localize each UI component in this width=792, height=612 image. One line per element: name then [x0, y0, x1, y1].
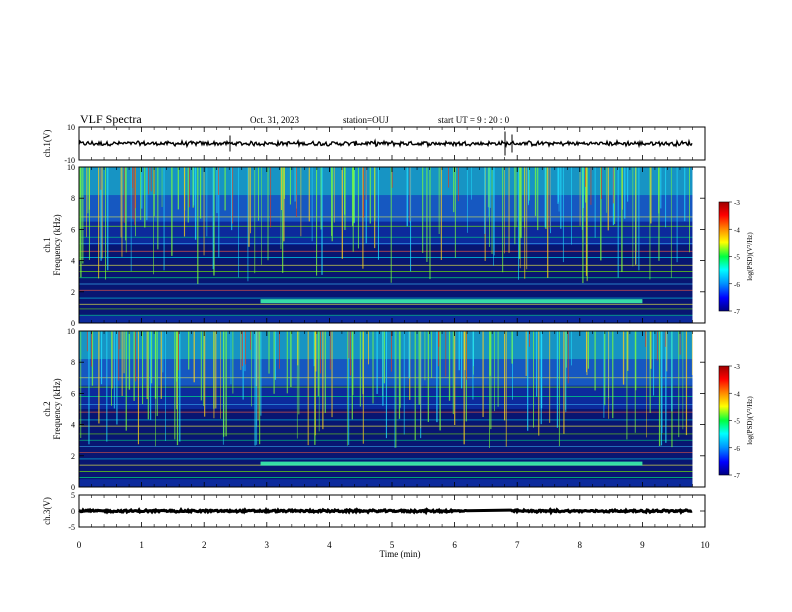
emission-band: [260, 299, 643, 304]
y-axis-label: ch.1(V): [42, 130, 52, 158]
y-tick-label: 6: [71, 389, 75, 398]
y-axis-label: ch.3(V): [42, 497, 52, 525]
x-tick-label: 4: [327, 540, 332, 550]
top-frequency-band: [79, 167, 693, 196]
x-axis-label: Time (min): [380, 549, 421, 559]
x-tick-label: 7: [515, 540, 520, 550]
ch1-spectrogram-panel: ch.1 Frequency (kHz) 0 2 4 6 8 10: [42, 163, 706, 328]
y-tick-label: 6: [71, 225, 75, 234]
colorbar-tick-label: -4: [734, 390, 740, 398]
x-tick-label: 9: [640, 540, 645, 550]
colorbar-tick-label: -7: [734, 472, 740, 480]
colorbar-tick-label: -3: [734, 363, 740, 371]
colorbar-tick-label: -3: [734, 199, 740, 207]
x-tick-label: 0: [77, 540, 82, 550]
colorbar-tick-label: -6: [734, 445, 740, 453]
low-frequency-band: [79, 245, 693, 316]
ch1-waveform-panel: ch.1(V) 10 -10: [42, 123, 706, 165]
chart-title: VLF Spectra: [80, 112, 142, 126]
y-axis-label: Frequency (kHz): [52, 378, 62, 439]
y-tick-label: -5: [68, 523, 75, 532]
x-tick-label: 1: [139, 540, 144, 550]
y-tick-label: 2: [71, 452, 75, 461]
colorbar-tick-label: -6: [734, 281, 740, 289]
date-label: Oct. 31, 2023: [250, 115, 299, 125]
y-axis-label: ch.2: [42, 401, 52, 416]
y-tick-label: -10: [64, 156, 75, 165]
colorbar-tick-label: -5: [734, 254, 740, 262]
colorbar-label: log(PSD)(V²/Hz): [746, 396, 754, 445]
start-time-label: start UT = 9 : 20 : 0: [438, 115, 510, 125]
x-tick-label: 5: [390, 540, 395, 550]
ch2-spectrogram-panel: ch.2 Frequency (kHz) 0 2 4 6 8 10: [42, 327, 706, 492]
x-tick-label: 2: [202, 540, 207, 550]
y-tick-label: 0: [71, 483, 75, 492]
x-tick-label: 3: [265, 540, 270, 550]
x-tick-label: 8: [578, 540, 583, 550]
y-tick-label: 0: [71, 507, 75, 516]
colorbar-tick-label: -7: [734, 308, 740, 316]
y-tick-label: 4: [71, 421, 75, 430]
colorbar-gradient: [718, 201, 730, 312]
ch3-waveform-panel: ch.3(V) 5 0 -5: [42, 491, 706, 532]
colorbar-gradient: [718, 365, 730, 476]
top-frequency-band: [79, 331, 693, 360]
y-tick-label: 0: [71, 319, 75, 328]
y-axis-label: Frequency (kHz): [52, 214, 62, 275]
y-tick-label: 2: [71, 288, 75, 297]
y-tick-label: 8: [71, 358, 75, 367]
time-axis: 0 1 2 3 4 5 6 7 8 9 10: [77, 540, 710, 550]
colorbar-label: log(PSD)(V²/Hz): [746, 232, 754, 281]
ch2-colorbar: -3 -4 -5 -6 -7 log(PSD)(V²/Hz): [718, 363, 754, 480]
y-tick-label: 10: [67, 163, 75, 172]
waveform-trace: [78, 506, 693, 516]
emission-band: [260, 461, 643, 466]
colorbar-tick-label: -5: [734, 418, 740, 426]
waveform-trace: [78, 138, 693, 149]
y-tick-label: 4: [71, 257, 75, 266]
y-axis-label: ch.1: [42, 237, 52, 252]
y-tick-label: 10: [67, 123, 75, 132]
x-tick-label: 10: [701, 540, 711, 550]
no-data-area: [692, 331, 705, 487]
x-tick-label: 6: [452, 540, 457, 550]
colorbar-tick-label: -4: [734, 226, 740, 234]
low-frequency-band: [79, 409, 693, 480]
station-label: station=OUJ: [343, 115, 389, 125]
no-data-area: [692, 167, 705, 323]
ch1-colorbar: -3 -4 -5 -6 -7 log(PSD)(V²/Hz): [718, 199, 754, 316]
y-tick-label: 10: [67, 327, 75, 336]
y-tick-label: 8: [71, 194, 75, 203]
y-tick-label: 5: [71, 491, 75, 500]
